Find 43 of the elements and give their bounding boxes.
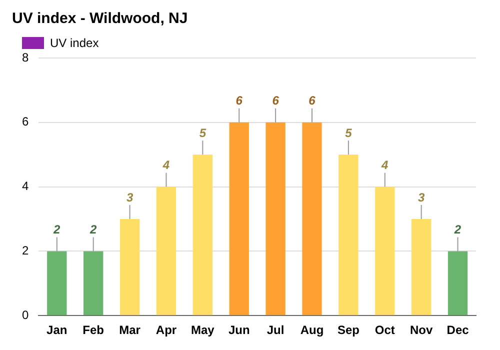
y-tick-label: 8: [22, 50, 29, 64]
bar: [156, 186, 176, 316]
data-label: 6: [236, 94, 243, 108]
bar: [411, 219, 432, 316]
bar: [302, 122, 322, 316]
data-label: 3: [126, 190, 134, 204]
bar: [192, 154, 213, 316]
data-label: 5: [199, 126, 206, 140]
bar: [120, 219, 140, 316]
bar: [338, 154, 358, 316]
bar: [266, 122, 286, 316]
x-tick-label: Jan: [46, 323, 68, 338]
y-tick-label: 4: [22, 179, 29, 194]
chart-title: UV index - Wildwood, NJ: [12, 10, 188, 28]
x-tick-label: Nov: [410, 323, 433, 338]
data-label: 4: [380, 158, 389, 172]
x-tick-label: Aug: [300, 323, 324, 338]
x-tick-label: Apr: [156, 323, 177, 338]
x-tick-label: Feb: [82, 323, 104, 338]
y-tick-label: 6: [22, 114, 29, 129]
data-label: 6: [308, 94, 316, 108]
y-tick-label: 0: [22, 308, 29, 322]
data-label: 2: [52, 222, 61, 237]
x-tick-label: May: [191, 323, 215, 338]
y-tick-label: 2: [22, 244, 29, 258]
data-label: 4: [162, 158, 170, 172]
bar: [448, 251, 468, 316]
x-tick-label: Dec: [446, 323, 470, 338]
data-label: 6: [272, 94, 280, 108]
x-tick-label: Sep: [337, 323, 360, 338]
data-label: 5: [345, 126, 352, 140]
bar: [47, 251, 67, 316]
bar: [84, 251, 104, 316]
bar: [375, 186, 395, 316]
data-label: 2: [88, 222, 97, 237]
x-tick-label: Jun: [228, 323, 250, 338]
x-tick-label: Oct: [374, 323, 395, 338]
data-label: 3: [418, 190, 425, 204]
text: UV index: [50, 36, 99, 50]
data-label: 2: [453, 222, 462, 237]
bar: [229, 122, 249, 316]
x-tick-label: Jul: [266, 323, 284, 338]
x-tick-label: Mar: [119, 323, 141, 338]
